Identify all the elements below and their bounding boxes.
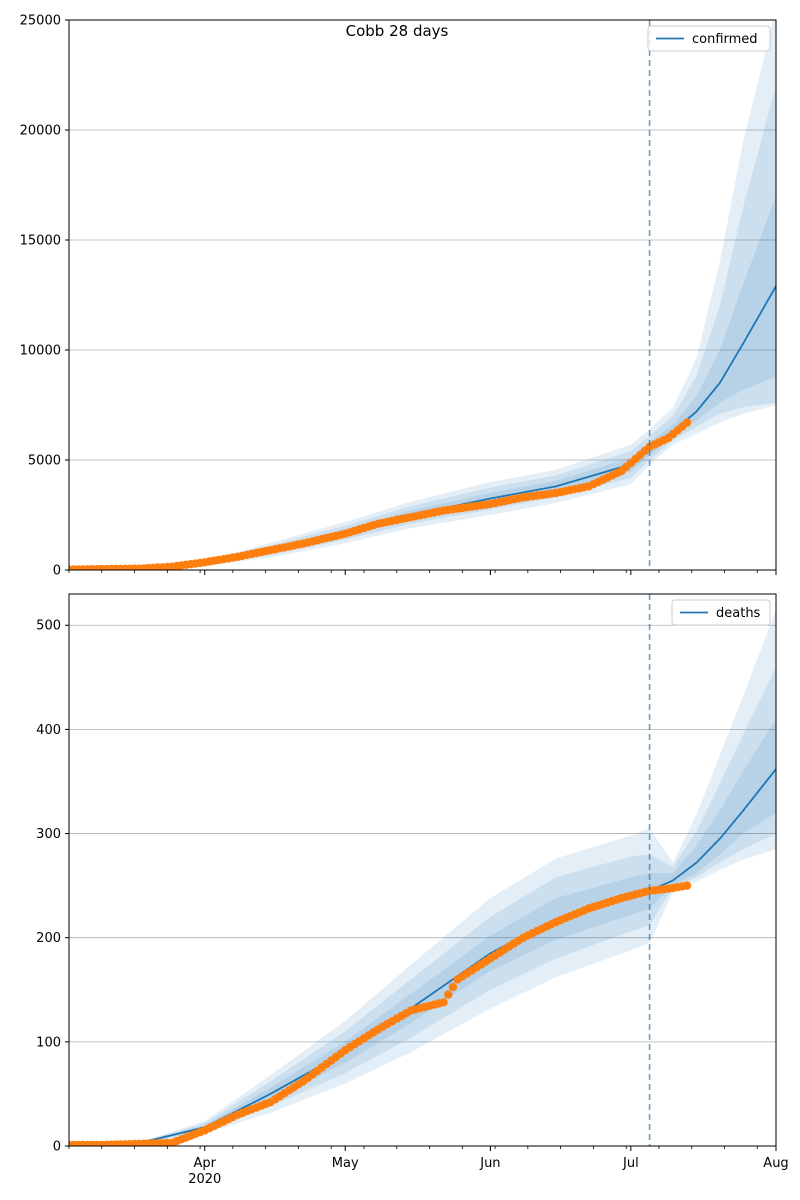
observed-point [444,990,453,999]
observed-point [448,982,458,992]
x-tick-label: Jun [479,1156,500,1171]
uncertainty-band [69,609,776,1146]
x-tick-label: May [332,1156,359,1171]
uncertainty-band [69,20,776,570]
x-tick-label: Jul [622,1156,639,1171]
observed-point [682,418,692,427]
observed-point [439,998,448,1007]
legend-box [671,599,771,626]
plot-area [69,609,776,1146]
y-tick-label: 15000 [20,234,61,249]
uncertainty-band [69,719,776,1146]
y-tick-label: 20000 [20,124,61,139]
uncertainty-band [69,86,776,570]
y-tick-label: 0 [53,564,61,579]
x-tick-sublabel: 2020 [188,1172,221,1187]
axes-frame [68,593,777,1147]
y-tick-label: 200 [36,931,61,946]
y-tick-label: 100 [36,1035,61,1050]
legend-box [647,25,771,52]
x-tick-label: Aug [763,1156,788,1171]
confirmed-panel: 0 5000 10000 15000 20000 25000 confirmed [20,14,777,579]
chart-title: Cobb 28 days [346,22,449,40]
y-tick-label: 5000 [28,454,61,469]
y-tick-label: 500 [36,619,61,634]
observed-point [682,881,692,890]
legend-label: deaths [716,606,761,621]
y-tick-label: 0 [53,1140,61,1155]
y-tick-label: 10000 [20,344,61,359]
y-tick-label: 400 [36,723,61,738]
axes-frame [68,19,777,571]
y-tick-label: 25000 [20,14,61,29]
legend-label: confirmed [692,32,758,47]
x-tick-label: Apr [194,1156,217,1171]
uncertainty-band [69,196,776,569]
uncertainty-band [69,666,776,1146]
plot-area [69,20,776,570]
y-tick-label: 300 [36,827,61,842]
